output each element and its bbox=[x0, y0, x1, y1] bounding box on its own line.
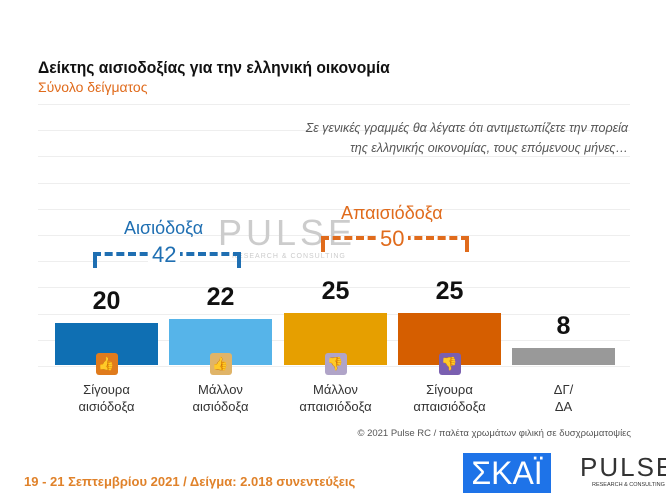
optimistic-total: 42 bbox=[148, 242, 181, 268]
optimistic-group-label: Αισιόδοξα bbox=[124, 218, 204, 238]
skai-logo: ΣΚΑΪ bbox=[463, 453, 551, 493]
bar-value-label: 25 bbox=[435, 277, 464, 305]
pessimistic-total: 50 bbox=[376, 226, 409, 252]
category-label: Μάλλον αισιόδοξα bbox=[169, 381, 272, 415]
gridline bbox=[38, 130, 630, 131]
category-label: Μάλλον απαισιόδοξα bbox=[284, 381, 387, 415]
gridline bbox=[38, 183, 630, 184]
gridline bbox=[38, 156, 630, 157]
category-label: Σίγουρα αισιόδοξα bbox=[55, 381, 158, 415]
chart-title: Δείκτης αισιοδοξίας για την ελληνική οικ… bbox=[38, 58, 390, 77]
pulse-logo-tagline: RESEARCH & CONSULTING bbox=[592, 482, 665, 488]
question-line: Σε γενικές γραμμές θα λέγατε ότι αντιμετ… bbox=[305, 121, 628, 135]
category-label: ΔΓ/ΔΑ bbox=[512, 381, 615, 415]
gridline bbox=[38, 209, 630, 210]
gridline bbox=[38, 104, 630, 105]
watermark-tagline: RESEARCH & CONSULTING bbox=[232, 253, 346, 260]
gridline bbox=[38, 287, 630, 288]
category-label-line: απαισιόδοξα bbox=[413, 399, 486, 414]
gridline bbox=[38, 261, 630, 262]
double-thumbs-down-icon: 👎 bbox=[438, 353, 461, 375]
category-label-line: Μάλλον bbox=[313, 382, 358, 397]
thumbs-up-icon: 👍 bbox=[209, 353, 232, 375]
category-label-line: αισιόδοξα bbox=[78, 399, 135, 414]
gridline bbox=[38, 235, 630, 236]
pessimistic-group-label: Απαισιόδοξα bbox=[341, 203, 443, 223]
copyright: © 2021 Pulse RC / παλέτα χρωμάτων φιλική… bbox=[357, 428, 631, 439]
bar-value-label: 22 bbox=[206, 283, 235, 312]
category-label-line: Σίγουρα bbox=[83, 382, 130, 397]
double-thumbs-up-icon: 👍 bbox=[95, 353, 118, 375]
category-label: Σίγουρα απαισιόδοξα bbox=[398, 381, 501, 415]
bar-value-label: 8 bbox=[556, 312, 571, 341]
footer-date-sample: 19 - 21 Σεπτεμβρίου 2021 / Δείγμα: 2.018… bbox=[24, 474, 356, 489]
pulse-logo: PULSE bbox=[580, 452, 666, 482]
category-label-line: αισιόδοξα bbox=[192, 399, 249, 414]
category-label-line: ΔΑ bbox=[554, 399, 573, 414]
thumbs-down-icon: 👎 bbox=[324, 353, 347, 375]
category-label-line: Μάλλον bbox=[198, 382, 243, 397]
category-label-line: Σίγουρα bbox=[426, 382, 473, 397]
question-text: Σε γενικές γραμμές θα λέγατε ότι αντιμετ… bbox=[306, 118, 628, 158]
chart-subtitle: Σύνολο δείγματος bbox=[38, 79, 148, 95]
bar bbox=[512, 348, 615, 365]
bar-value-label: 25 bbox=[321, 277, 350, 305]
category-label-line: απαισιόδοξα bbox=[299, 399, 372, 414]
watermark-logo: PULSE bbox=[218, 212, 357, 253]
category-label-line: ΔΓ/ bbox=[553, 382, 574, 397]
bar-value-label: 20 bbox=[92, 287, 121, 316]
question-line: της ελληνικής οικονομίας, τους επόμενους… bbox=[350, 141, 628, 155]
